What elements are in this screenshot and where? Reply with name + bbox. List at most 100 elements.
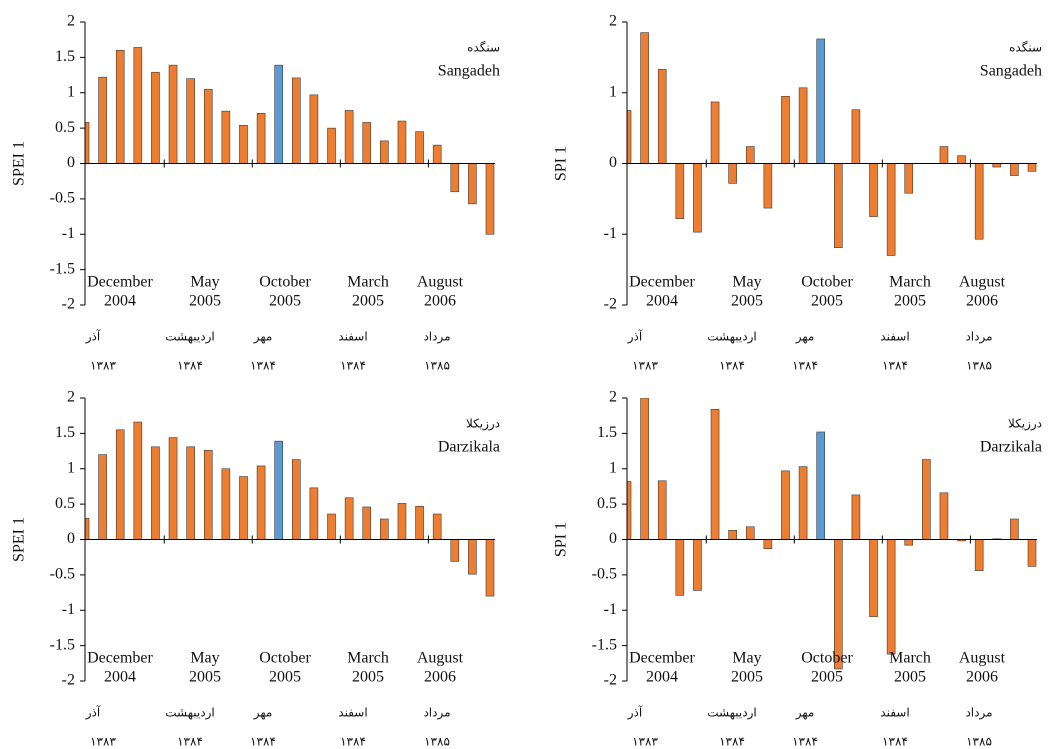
- x-year-label: 2005: [894, 669, 926, 686]
- bar: [168, 437, 178, 540]
- y-tick-label: -2: [604, 296, 617, 313]
- x-fa-month-label: مرداد: [965, 706, 992, 721]
- bar: [675, 163, 685, 219]
- bar: [151, 446, 160, 540]
- x-fa-month-label: اردیبهشت: [707, 706, 756, 721]
- bar: [292, 77, 301, 164]
- y-tick-label: 1.5: [55, 424, 75, 441]
- bar: [327, 127, 336, 164]
- bars: [85, 421, 495, 597]
- x-month-label: October: [259, 650, 311, 667]
- x-year-label: 2006: [424, 293, 456, 310]
- bar: [485, 539, 495, 597]
- x-year-label: 2005: [894, 293, 926, 310]
- bar: [763, 163, 773, 209]
- y-tick-label: 1: [67, 83, 75, 100]
- bars: [627, 398, 1037, 670]
- bar: [816, 38, 825, 164]
- x-fa-month-label: آذر: [85, 705, 101, 721]
- bar: [798, 87, 808, 164]
- bar: [886, 539, 896, 655]
- y-tick-label: 2: [67, 389, 75, 406]
- y-tick-label: 0.5: [55, 119, 75, 136]
- station-fa: درزیکلا: [1008, 417, 1042, 432]
- bar: [203, 88, 213, 164]
- x-year-label: 2006: [966, 293, 998, 310]
- x-fa-year-label: ۱۳۸۴: [340, 735, 366, 749]
- bar: [380, 518, 389, 540]
- x-fa-year-label: ۱۳۸۳: [632, 735, 658, 749]
- x-month-label: August: [959, 650, 1006, 667]
- bar: [432, 513, 442, 540]
- bar: [1027, 163, 1037, 172]
- y-tick-label: -0.5: [592, 566, 617, 583]
- bar: [657, 480, 667, 540]
- bar: [98, 76, 107, 164]
- station-fa: درزیکلا: [466, 417, 500, 432]
- x-fa-year-label: ۱۳۸۴: [340, 359, 366, 373]
- bar: [869, 163, 878, 217]
- x-fa-month-label: اسفند: [880, 706, 909, 720]
- bar: [115, 49, 125, 164]
- y-tick-label: -1: [62, 225, 75, 242]
- y-tick-label: -2: [604, 672, 617, 689]
- x-fa-year-label: ۱۳۸۵: [966, 735, 992, 749]
- bar: [869, 539, 878, 617]
- x-fa-year-label: ۱۳۸۵: [424, 735, 450, 749]
- y-axis-label: SPEI 1: [11, 141, 28, 186]
- y-tick-label: 2: [609, 13, 617, 30]
- x-month-label: March: [889, 274, 931, 291]
- bar: [415, 505, 424, 540]
- bar: [763, 539, 773, 549]
- x-year-label: 2004: [104, 669, 136, 686]
- bar: [728, 163, 737, 184]
- x-fa-year-label: ۱۳۸۴: [250, 359, 276, 373]
- x-fa-month-label: مهر: [795, 330, 815, 345]
- station-fa: سنگده: [1009, 41, 1042, 55]
- x-year-label: 2004: [104, 293, 136, 310]
- bar: [309, 94, 319, 164]
- x-year-label: 2005: [269, 293, 301, 310]
- y-tick-label: 1: [67, 459, 75, 476]
- bar: [115, 429, 125, 540]
- x-month-label: May: [190, 650, 219, 667]
- bar: [168, 64, 178, 164]
- x-year-label: 2005: [811, 669, 843, 686]
- bars: [627, 32, 1037, 256]
- y-tick-label: 0: [609, 530, 617, 547]
- station-name: Sangadeh: [438, 63, 500, 80]
- y-tick-label: -0.5: [50, 190, 75, 207]
- bar: [468, 163, 477, 205]
- x-fa-month-label: مرداد: [965, 330, 992, 345]
- bar: [1010, 163, 1019, 176]
- y-tick-label: 0: [67, 154, 75, 171]
- bar: [239, 124, 248, 164]
- bar: [640, 398, 649, 540]
- x-month-label: December: [87, 274, 153, 291]
- y-tick-label: 0.5: [55, 495, 75, 512]
- x-month-label: October: [801, 650, 853, 667]
- bar: [344, 110, 354, 164]
- bar: [256, 112, 266, 164]
- x-fa-year-label: ۱۳۸۴: [882, 359, 908, 373]
- x-month-label: May: [732, 274, 761, 291]
- bar: [992, 163, 1002, 168]
- y-tick-label: -1.5: [50, 260, 75, 277]
- y-tick-label: 1.5: [55, 48, 75, 65]
- y-tick-label: -1.5: [50, 636, 75, 653]
- y-tick-label: 0: [67, 530, 75, 547]
- bar: [1027, 539, 1037, 567]
- bar: [256, 465, 266, 540]
- bar: [239, 476, 248, 540]
- bar: [781, 95, 790, 164]
- bar: [98, 454, 107, 540]
- x-fa-month-label: آذر: [627, 705, 643, 721]
- bar: [745, 146, 755, 164]
- x-fa-month-label: اردیبهشت: [165, 330, 214, 345]
- station-name: Darzikala: [980, 439, 1042, 456]
- y-tick-label: 0: [609, 154, 617, 171]
- bar: [327, 513, 336, 540]
- y-tick-label: -1.5: [592, 636, 617, 653]
- x-month-label: December: [629, 274, 695, 291]
